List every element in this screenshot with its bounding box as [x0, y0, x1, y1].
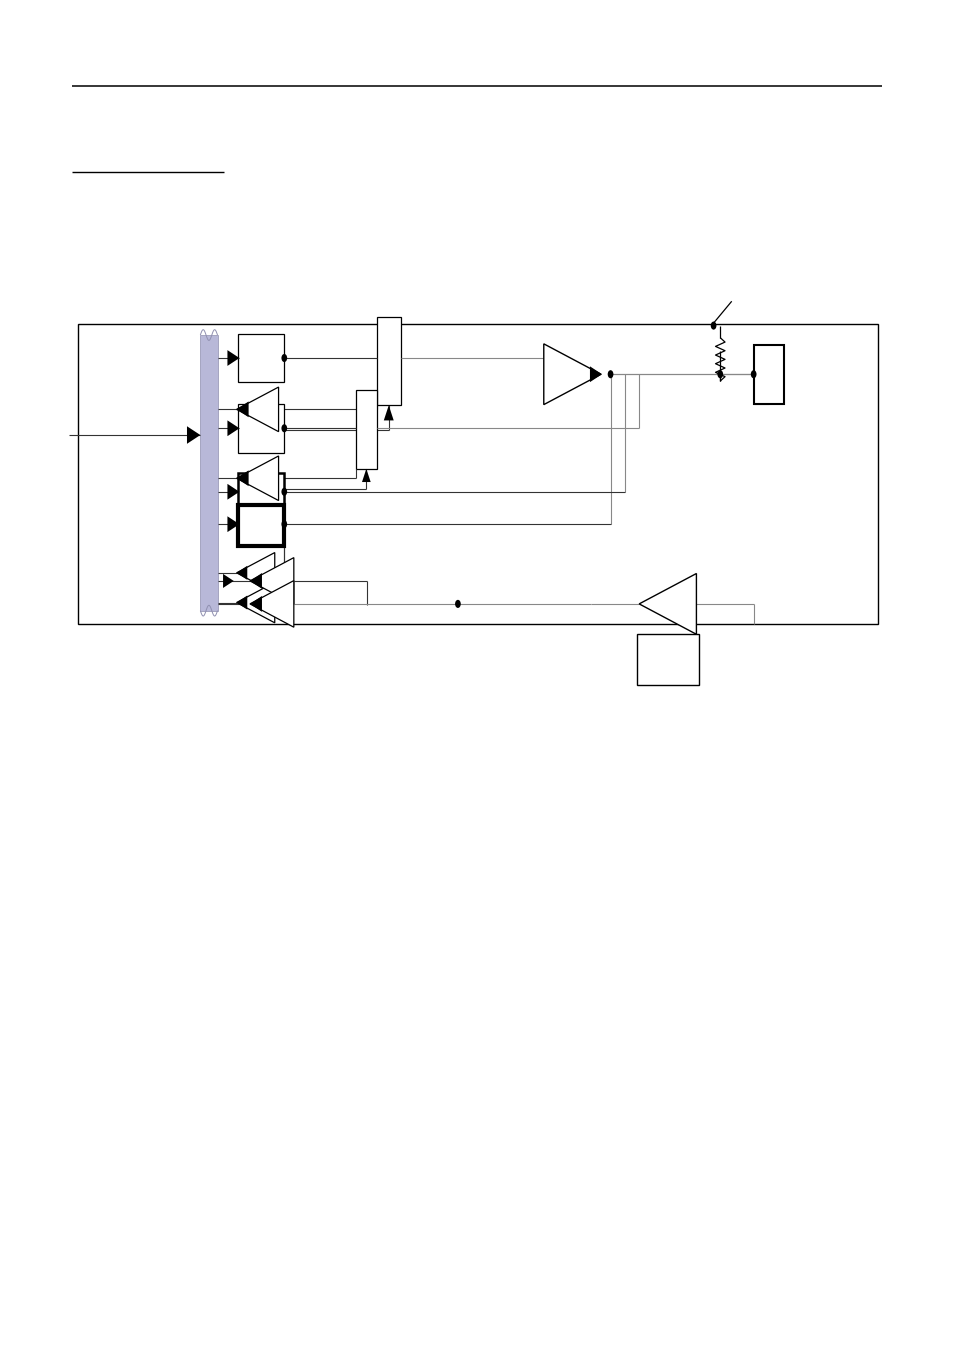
Circle shape [717, 370, 722, 378]
Circle shape [281, 520, 287, 528]
Bar [637, 634, 699, 685]
Polygon shape [236, 566, 247, 580]
Bar [238, 505, 284, 546]
Polygon shape [187, 427, 200, 443]
Polygon shape [236, 401, 249, 417]
Polygon shape [250, 581, 294, 627]
Polygon shape [236, 582, 274, 623]
Polygon shape [236, 457, 278, 500]
Circle shape [281, 354, 287, 362]
Circle shape [281, 424, 287, 432]
Polygon shape [639, 573, 696, 634]
Polygon shape [236, 470, 249, 486]
Bar [200, 335, 217, 611]
Bar [238, 404, 284, 453]
Polygon shape [227, 516, 239, 532]
Circle shape [607, 370, 613, 378]
Polygon shape [383, 405, 394, 420]
Polygon shape [250, 596, 262, 612]
Polygon shape [236, 553, 274, 593]
Bar [238, 473, 284, 513]
Polygon shape [223, 574, 233, 588]
Bar [78, 324, 877, 624]
Polygon shape [361, 469, 371, 482]
Polygon shape [589, 366, 601, 382]
Circle shape [710, 322, 716, 330]
Polygon shape [250, 558, 294, 604]
Polygon shape [250, 573, 262, 589]
Bar [355, 390, 376, 469]
Polygon shape [227, 350, 239, 366]
Circle shape [281, 488, 287, 496]
Polygon shape [227, 484, 239, 500]
Circle shape [750, 370, 756, 378]
Polygon shape [543, 345, 600, 405]
Bar [238, 334, 284, 382]
Polygon shape [236, 596, 247, 609]
Circle shape [455, 600, 460, 608]
Bar [753, 345, 783, 404]
Polygon shape [236, 388, 278, 432]
Bar [376, 317, 400, 405]
Polygon shape [227, 420, 239, 436]
